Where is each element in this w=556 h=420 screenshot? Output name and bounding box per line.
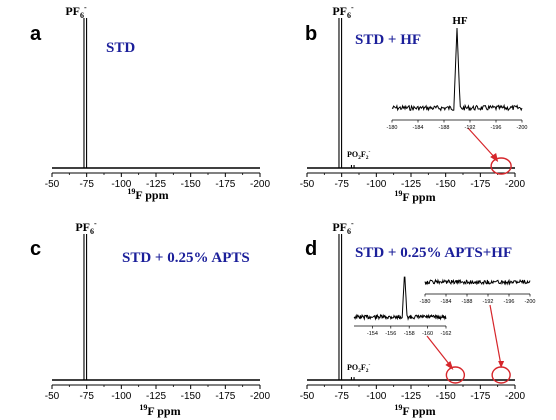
x-tick-label: -175 xyxy=(215,391,235,402)
x-axis-label-d: 19F ppm xyxy=(394,403,435,418)
inset-tick-label: -154 xyxy=(367,331,378,337)
svg-text:PF6-: PF6- xyxy=(75,219,97,236)
inset-tick-label: -180 xyxy=(386,125,397,131)
inset-tick-label: -180 xyxy=(419,299,430,305)
peak-label-po2f2-b: PO2F2- xyxy=(347,149,371,161)
x-axis-label-c: 19F ppm xyxy=(139,403,180,418)
peak-label-pf6-a: PF6- xyxy=(65,3,87,20)
x-tick-label: -175 xyxy=(470,179,490,190)
svg-text:PF6-: PF6- xyxy=(65,3,87,20)
panel-d: d STD + 0.25% APTS+HF PF6- PO2F2- -50 -75… xyxy=(300,219,536,418)
inset-tick-label: -188 xyxy=(461,299,472,305)
panel-letter-a: a xyxy=(30,23,42,45)
inset-hf: HF -180 -184 -188 -192 -196 -200 xyxy=(386,15,528,175)
peak-label-pf6-b: PF6- xyxy=(332,3,354,20)
peak-label-po2f2-d: PO2F2- xyxy=(347,362,371,374)
svg-text:PF6-: PF6- xyxy=(332,219,354,236)
panel-b: b STD + HF PF6- PO2F2- -50 -75 -100 -125 -15… xyxy=(300,3,528,204)
arrow-head xyxy=(445,361,454,370)
inset-tick-label: -184 xyxy=(440,299,451,305)
svg-text:PO2F2-: PO2F2- xyxy=(347,362,371,374)
x-tick-label: -150 xyxy=(181,391,201,402)
inset-tick-label: -200 xyxy=(524,299,535,305)
x-tick-label: -150 xyxy=(436,391,456,402)
inset-tick-label: -196 xyxy=(503,299,514,305)
x-tick-label: -100 xyxy=(366,391,386,402)
x-tick-label: -125 xyxy=(401,179,421,190)
inset-spectrum-line xyxy=(424,278,531,286)
x-tick-label: -150 xyxy=(181,179,201,190)
x-tick-label: -125 xyxy=(146,391,166,402)
inset-tick-label: -160 xyxy=(422,331,433,337)
arrow-head xyxy=(498,361,505,368)
x-tick-label: -125 xyxy=(401,391,421,402)
x-tick-label: -75 xyxy=(79,179,94,190)
inset-tick-label: -200 xyxy=(516,125,527,131)
x-tick-label: -50 xyxy=(300,391,315,402)
x-tick-label: -100 xyxy=(111,391,131,402)
x-tick-label: -75 xyxy=(334,391,349,402)
arrow-line xyxy=(426,335,452,368)
x-axis-label-b: 19F ppm xyxy=(394,189,435,204)
x-tick-label: -50 xyxy=(300,179,315,190)
x-tick-label: -200 xyxy=(505,179,525,190)
highlight-circle xyxy=(445,366,466,384)
inset-tick-label: -196 xyxy=(490,125,501,131)
arrow-line xyxy=(467,127,496,159)
inset-d-2: -180 -184 -188 -192 -196 -200 xyxy=(419,278,536,384)
panel-title-b: STD + HF xyxy=(355,32,421,48)
svg-text:PO2F2-: PO2F2- xyxy=(347,149,371,161)
highlight-circle xyxy=(490,157,512,175)
x-tick-label: -75 xyxy=(334,179,349,190)
inset-tick-label: -188 xyxy=(438,125,449,131)
x-axis-label-a: 19F ppm xyxy=(127,187,168,202)
panel-letter-d: d xyxy=(305,238,317,260)
peak-label-pf6-c: PF6- xyxy=(75,219,97,236)
x-tick-label: -125 xyxy=(146,179,166,190)
x-tick-label: -200 xyxy=(505,391,525,402)
x-tick-label: -75 xyxy=(79,391,94,402)
inset-spectrum-line xyxy=(391,27,523,112)
x-tick-label: -50 xyxy=(45,179,60,190)
inset-d-1: -154 -156 -158 -160 -162 xyxy=(353,276,466,384)
panel-title-d: STD + 0.25% APTS+HF xyxy=(355,245,512,261)
panel-letter-b: b xyxy=(305,23,317,45)
plot-area-b: -50 -75 -100 -125 -150 -175 -200 xyxy=(300,18,525,190)
x-tick-label: -200 xyxy=(250,179,270,190)
plot-area-d: -50 -75 -100 -125 -150 -175 -200 xyxy=(300,234,525,402)
inset-tick-label: -192 xyxy=(464,125,475,131)
panel-c: c STD + 0.25% APTS PF6- -50 -75 -100 -125 -1… xyxy=(30,219,270,418)
x-tick-label: -100 xyxy=(111,179,131,190)
inset-tick-label: -192 xyxy=(482,299,493,305)
inset-label-hf: HF xyxy=(452,15,468,27)
plot-area-c: -50 -75 -100 -125 -150 -175 -200 xyxy=(45,234,270,402)
arrow-head xyxy=(490,153,499,162)
inset-spectrum-line xyxy=(353,276,447,321)
x-tick-label: -200 xyxy=(250,391,270,402)
inset-tick-label: -158 xyxy=(404,331,415,337)
x-tick-label: -175 xyxy=(215,179,235,190)
x-tick-label: -50 xyxy=(45,391,60,402)
x-tick-label: -175 xyxy=(470,391,490,402)
panel-a: a STD PF6- -50 -75 -100 -125 -150 -175 -200 19… xyxy=(30,3,270,202)
arrow-line xyxy=(489,304,502,367)
plot-area-a: -50 -75 -100 -125 -150 -175 -200 xyxy=(45,18,270,190)
inset-tick-label: -156 xyxy=(385,331,396,337)
panel-title-a: STD xyxy=(106,40,135,56)
panel-title-c: STD + 0.25% APTS xyxy=(122,250,250,266)
inset-tick-label: -162 xyxy=(440,331,451,337)
peak-label-pf6-d: PF6- xyxy=(332,219,354,236)
x-tick-label: -150 xyxy=(436,179,456,190)
inset-tick-label: -184 xyxy=(412,125,423,131)
x-tick-label: -100 xyxy=(366,179,386,190)
svg-text:PF6-: PF6- xyxy=(332,3,354,20)
panel-letter-c: c xyxy=(30,238,41,260)
